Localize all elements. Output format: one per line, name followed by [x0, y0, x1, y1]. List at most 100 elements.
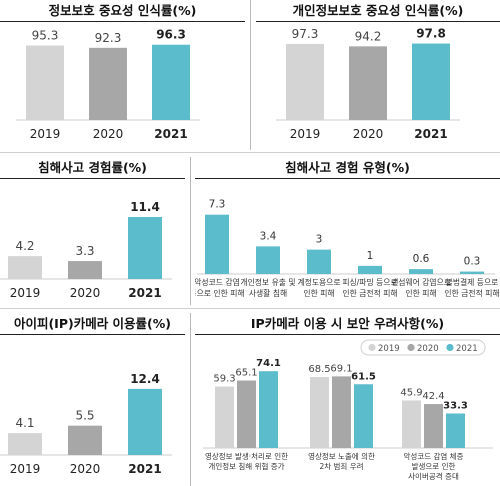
tick-label: 등으로 인한 피해 — [195, 288, 245, 298]
bar — [409, 269, 433, 274]
bar — [358, 265, 382, 274]
data-label: 12.4 — [130, 372, 160, 386]
tick-label: 인한 피해 — [303, 288, 334, 298]
row-divider — [0, 152, 500, 153]
data-label: 0.3 — [464, 256, 481, 268]
tick-label: 악성코드 감염 체증 — [404, 451, 464, 461]
chart-title-incident-rate: 침해사고 경험률(%) — [0, 157, 185, 179]
divider — [190, 313, 191, 486]
tick-label: 2021 — [128, 462, 161, 476]
panel-incident-rate: 침해사고 경험률(%) 4.2 2019 3.3 2020 11.4 2021 — [0, 157, 185, 305]
data-label: 7.3 — [209, 199, 226, 211]
legend-label: 2019 — [378, 344, 400, 354]
bar — [259, 371, 278, 448]
tick-label: 피싱/파밍 등으로 — [342, 277, 397, 287]
bar — [205, 214, 229, 274]
data-label: 65.1 — [235, 368, 257, 379]
bar — [310, 376, 329, 448]
tick-label: 2019 — [290, 127, 321, 141]
tick-label: 계정도용으로 — [297, 277, 340, 287]
bar — [402, 400, 421, 448]
chart-title-incident-types: 침해사고 경험 유형(%) — [195, 157, 500, 179]
chart-title-ipcam-usage: 아이피(IP)카메라 이용률(%) — [0, 313, 185, 335]
data-label: 3.4 — [260, 230, 277, 242]
chart-title-awareness-infosec: 정보보호 중요성 인식률(%) — [0, 0, 245, 22]
bar — [128, 388, 162, 455]
data-label: 94.2 — [355, 29, 382, 43]
data-label: 3 — [316, 234, 323, 246]
data-label: 97.8 — [416, 27, 446, 41]
data-label: 69.1 — [330, 363, 352, 374]
legend-marker — [407, 343, 415, 352]
tick-label: 2020 — [93, 127, 124, 141]
bar — [89, 47, 127, 120]
bar — [460, 271, 484, 274]
panel-ipcam-usage: 아이피(IP)카메라 이용률(%) 4.1 2019 5.5 2020 12.4 2021 — [0, 313, 185, 486]
data-label: 92.3 — [95, 31, 122, 45]
panel-ipcam-concerns: IP카메라 이용 시 보안 우려사항(%) 2019 2020 2021 59.3 65… — [195, 313, 500, 486]
data-label: 59.3 — [213, 374, 235, 385]
data-label: 3.3 — [75, 244, 94, 258]
data-label: 4.2 — [15, 239, 34, 253]
bar — [307, 249, 331, 274]
tick-label: 개인정보 유출 및 — [240, 277, 295, 287]
legend-label: 2020 — [417, 344, 439, 354]
bar — [349, 46, 387, 120]
bar — [354, 384, 373, 448]
data-label: 68.5 — [308, 364, 330, 375]
bar — [8, 256, 42, 279]
data-label: 61.5 — [351, 371, 376, 382]
tick-label: 2019 — [30, 127, 61, 141]
bar — [256, 246, 280, 274]
tick-label: 2019 — [10, 286, 41, 300]
chart-awareness-privacy: 97.3 2019 94.2 2020 97.8 2021 — [276, 27, 460, 141]
data-label: 11.4 — [130, 200, 160, 214]
tick-label: 2021 — [128, 286, 161, 300]
data-label: 1 — [367, 250, 374, 262]
data-label: 97.3 — [292, 27, 319, 41]
bar — [237, 380, 256, 448]
bar — [424, 404, 443, 448]
data-label: 45.9 — [400, 387, 422, 398]
tick-label: 2021 — [154, 127, 187, 141]
tick-label: 개인정보 침해 위협 증가 — [208, 461, 284, 471]
tick-label: 2021 — [414, 127, 447, 141]
panel-awareness-privacy: 개인정보보호 중요성 인식률(%) 97.3 2019 94.2 2020 97.8 20… — [256, 0, 500, 150]
tick-label: 인한 금전적 피해 — [444, 288, 499, 298]
tick-label: 인한 금전적 피해 — [342, 288, 397, 298]
divider — [190, 157, 191, 305]
tick-label: 영상정보 노출에 의한 — [308, 451, 375, 461]
bar — [68, 261, 102, 279]
bar — [26, 45, 64, 120]
tick-label: 2020 — [70, 286, 101, 300]
bar — [412, 43, 450, 121]
tick-label: 2차 범죄 우려 — [319, 461, 363, 471]
chart-awareness-infosec: 95.3 2019 92.3 2020 96.3 2021 — [16, 28, 200, 141]
legend-label: 2021 — [456, 344, 478, 354]
bar — [152, 44, 190, 120]
legend-box — [360, 339, 486, 356]
tick-label: 2020 — [70, 462, 101, 476]
bar — [446, 413, 465, 448]
data-label: 74.1 — [256, 358, 281, 369]
row-divider — [0, 308, 500, 309]
data-label: 4.1 — [15, 416, 34, 430]
tick-label: 영상정보 발생·처리로 인한 — [205, 451, 288, 461]
tick-label: 사이버공격 증대 — [408, 471, 459, 481]
data-label: 33.3 — [443, 400, 468, 411]
chart-title-awareness-privacy: 개인정보보호 중요성 인식률(%) — [256, 0, 500, 22]
bar — [8, 433, 42, 455]
tick-label: 랜섬웨어 감염으로 — [391, 277, 451, 287]
bar — [286, 43, 324, 120]
chart-incident-rate: 4.2 2019 3.3 2020 11.4 2021 — [0, 200, 172, 300]
panel-awareness-infosec: 정보보호 중요성 인식률(%) 95.3 2019 92.3 2020 96.3 2021 — [0, 0, 245, 150]
data-label: 5.5 — [75, 409, 94, 423]
chart-ipcam-usage: 4.1 2019 5.5 2020 12.4 2021 — [0, 372, 172, 476]
tick-label: 발생으로 인한 — [412, 461, 456, 471]
data-label: 42.4 — [422, 391, 444, 402]
tick-label: 인한 피해 — [405, 288, 436, 298]
bar — [332, 376, 351, 448]
legend-marker — [446, 343, 454, 352]
divider — [250, 0, 251, 150]
